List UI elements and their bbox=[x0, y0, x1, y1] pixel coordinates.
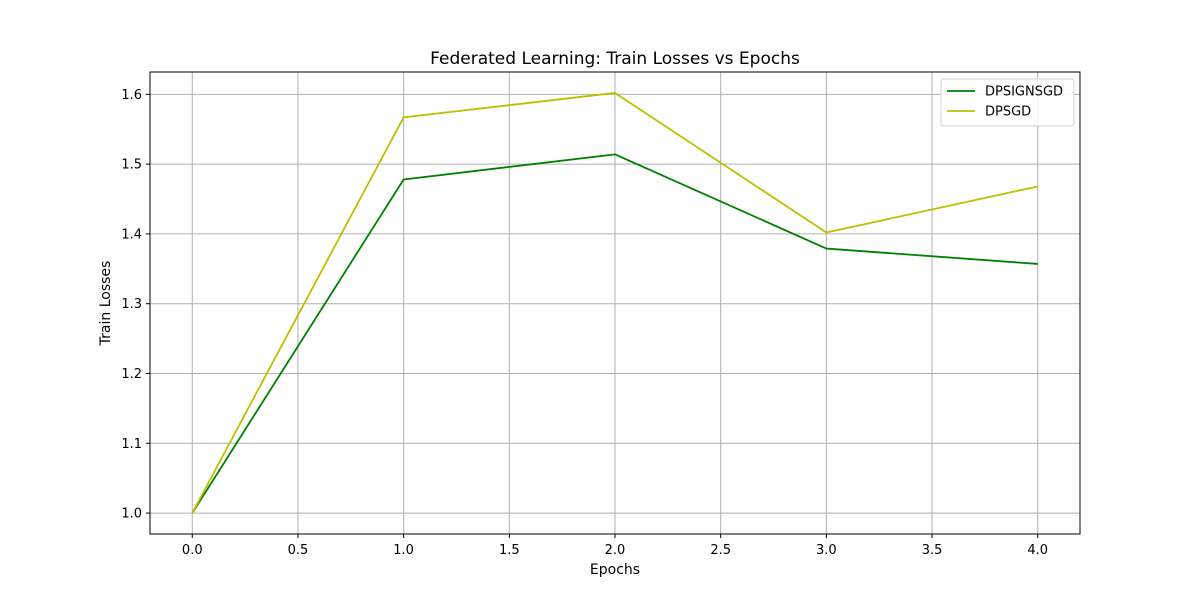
ticks: 0.0 0.5 1.0 1.5 2.0 2.5 3.0 3.5 4.0 1.0 1.1 1.2 1.3 1… bbox=[121, 88, 1048, 558]
legend: DPSIGNSGD DPSGD bbox=[940, 78, 1075, 127]
y-tick-label: 1.5 bbox=[121, 158, 142, 173]
y-tick-label: 1.3 bbox=[121, 297, 142, 312]
x-axis-label: Epochs bbox=[590, 562, 640, 578]
series-lines bbox=[191, 92, 1038, 514]
x-tick-label: 1.5 bbox=[499, 543, 520, 558]
x-tick-label: 4.0 bbox=[1027, 543, 1048, 558]
x-tick-label: 0.0 bbox=[182, 543, 203, 558]
y-axis-label: Train Losses bbox=[98, 261, 114, 347]
y-tick-label: 1.0 bbox=[121, 507, 142, 522]
x-tick-label: 3.5 bbox=[922, 543, 943, 558]
series-line-dpsgd bbox=[191, 92, 1038, 514]
legend-label: DPSIGNSGD bbox=[985, 85, 1063, 100]
x-tick-label: 3.0 bbox=[816, 543, 837, 558]
y-tick-label: 1.6 bbox=[121, 88, 142, 103]
x-tick-label: 2.0 bbox=[605, 543, 626, 558]
x-tick-label: 2.5 bbox=[710, 543, 731, 558]
y-tick-label: 1.2 bbox=[121, 367, 142, 382]
legend-label: DPSGD bbox=[985, 105, 1031, 120]
chart-title: Federated Learning: Train Losses vs Epoc… bbox=[430, 49, 800, 69]
x-tick-label: 0.5 bbox=[288, 543, 309, 558]
series-line-dpsignsgd bbox=[191, 153, 1038, 514]
y-tick-label: 1.1 bbox=[121, 437, 142, 452]
y-tick-label: 1.4 bbox=[121, 227, 142, 242]
x-tick-label: 1.0 bbox=[393, 543, 414, 558]
grid bbox=[150, 72, 1080, 534]
